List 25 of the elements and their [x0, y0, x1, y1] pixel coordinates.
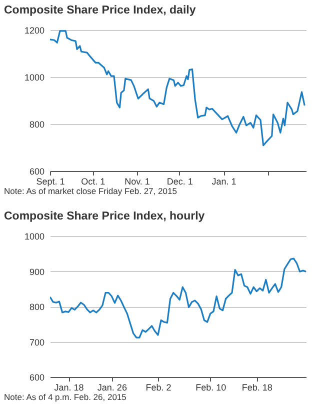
x-tick-label: Nov. 1 [124, 176, 150, 186]
chart-title: Composite Share Price Index, daily [4, 4, 196, 16]
y-tick-label: 1000 [24, 72, 44, 82]
y-tick-label: 800 [29, 302, 44, 312]
y-tick-label: 600 [29, 166, 44, 176]
x-tick-label: Jan. 18 [54, 382, 84, 392]
line-series [50, 30, 306, 146]
y-tick-label: 1200 [24, 26, 44, 36]
x-tick-label: Oct. 1 [81, 176, 106, 186]
x-tick-label: Feb. 10 [196, 382, 226, 392]
x-tick-label: Feb. 2 [146, 382, 172, 392]
y-tick-label: 600 [29, 372, 44, 382]
text: Note: As of 4 p.m. Feb. 26, 2015 [4, 392, 127, 402]
text: Note: As of market close Friday Feb. 27, 2015 [4, 186, 178, 196]
x-tick-label: Jan. 1 [212, 176, 236, 186]
x-tick-label: Dec. 1 [166, 176, 193, 186]
y-tick-label: 700 [29, 337, 44, 348]
x-tick-label: Sept. 1 [36, 176, 65, 186]
y-tick-label: 900 [29, 266, 44, 277]
line-series [50, 258, 306, 338]
chart-title: Composite Share Price Index, hourly [4, 210, 206, 222]
y-tick-label: 1000 [24, 232, 44, 242]
x-tick-label: Feb. 18 [242, 382, 272, 392]
y-tick-label: 800 [29, 120, 44, 130]
x-tick-label: Jan. 26 [97, 382, 127, 392]
